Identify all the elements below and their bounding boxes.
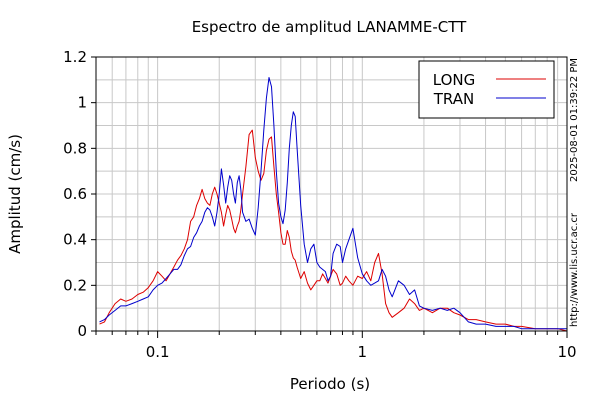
y-axis-label: Amplitud (cm/s) <box>6 134 24 254</box>
y-tick-label: 1 <box>77 94 87 112</box>
y-tick-label: 0.8 <box>63 139 87 157</box>
legend-label-tran: TRAN <box>433 90 474 108</box>
y-tick-label: 0 <box>77 322 87 340</box>
x-axis-label: Periodo (s) <box>290 375 370 393</box>
source-url-text: http://www.lis.ucr.ac.cr <box>569 212 580 327</box>
series-line-tran <box>99 77 567 330</box>
axis-ticks: 0 0.2 0.4 0.6 0.8 1 1.2 0.1 1 10 <box>63 48 576 361</box>
y-tick-label: 1.2 <box>63 48 87 66</box>
x-tick-label: 0.1 <box>146 343 170 361</box>
legend-box <box>418 60 555 119</box>
y-tick-label: 0.4 <box>63 231 87 249</box>
x-tick-label: 1 <box>358 343 368 361</box>
y-tick-label: 0.6 <box>63 185 87 203</box>
y-tick-label: 0.2 <box>63 276 87 294</box>
series-lines <box>99 77 568 332</box>
x-tick-label: 10 <box>557 343 576 361</box>
series-line-long <box>99 129 568 332</box>
plot-frame <box>95 56 568 332</box>
chart-title: Espectro de amplitud LANAMME-CTT <box>192 18 467 36</box>
legend-label-long: LONG <box>433 71 475 89</box>
legend: LONG TRAN <box>418 60 555 119</box>
timestamp-text: 2025-08-01 01:39:22 PM <box>569 58 580 182</box>
